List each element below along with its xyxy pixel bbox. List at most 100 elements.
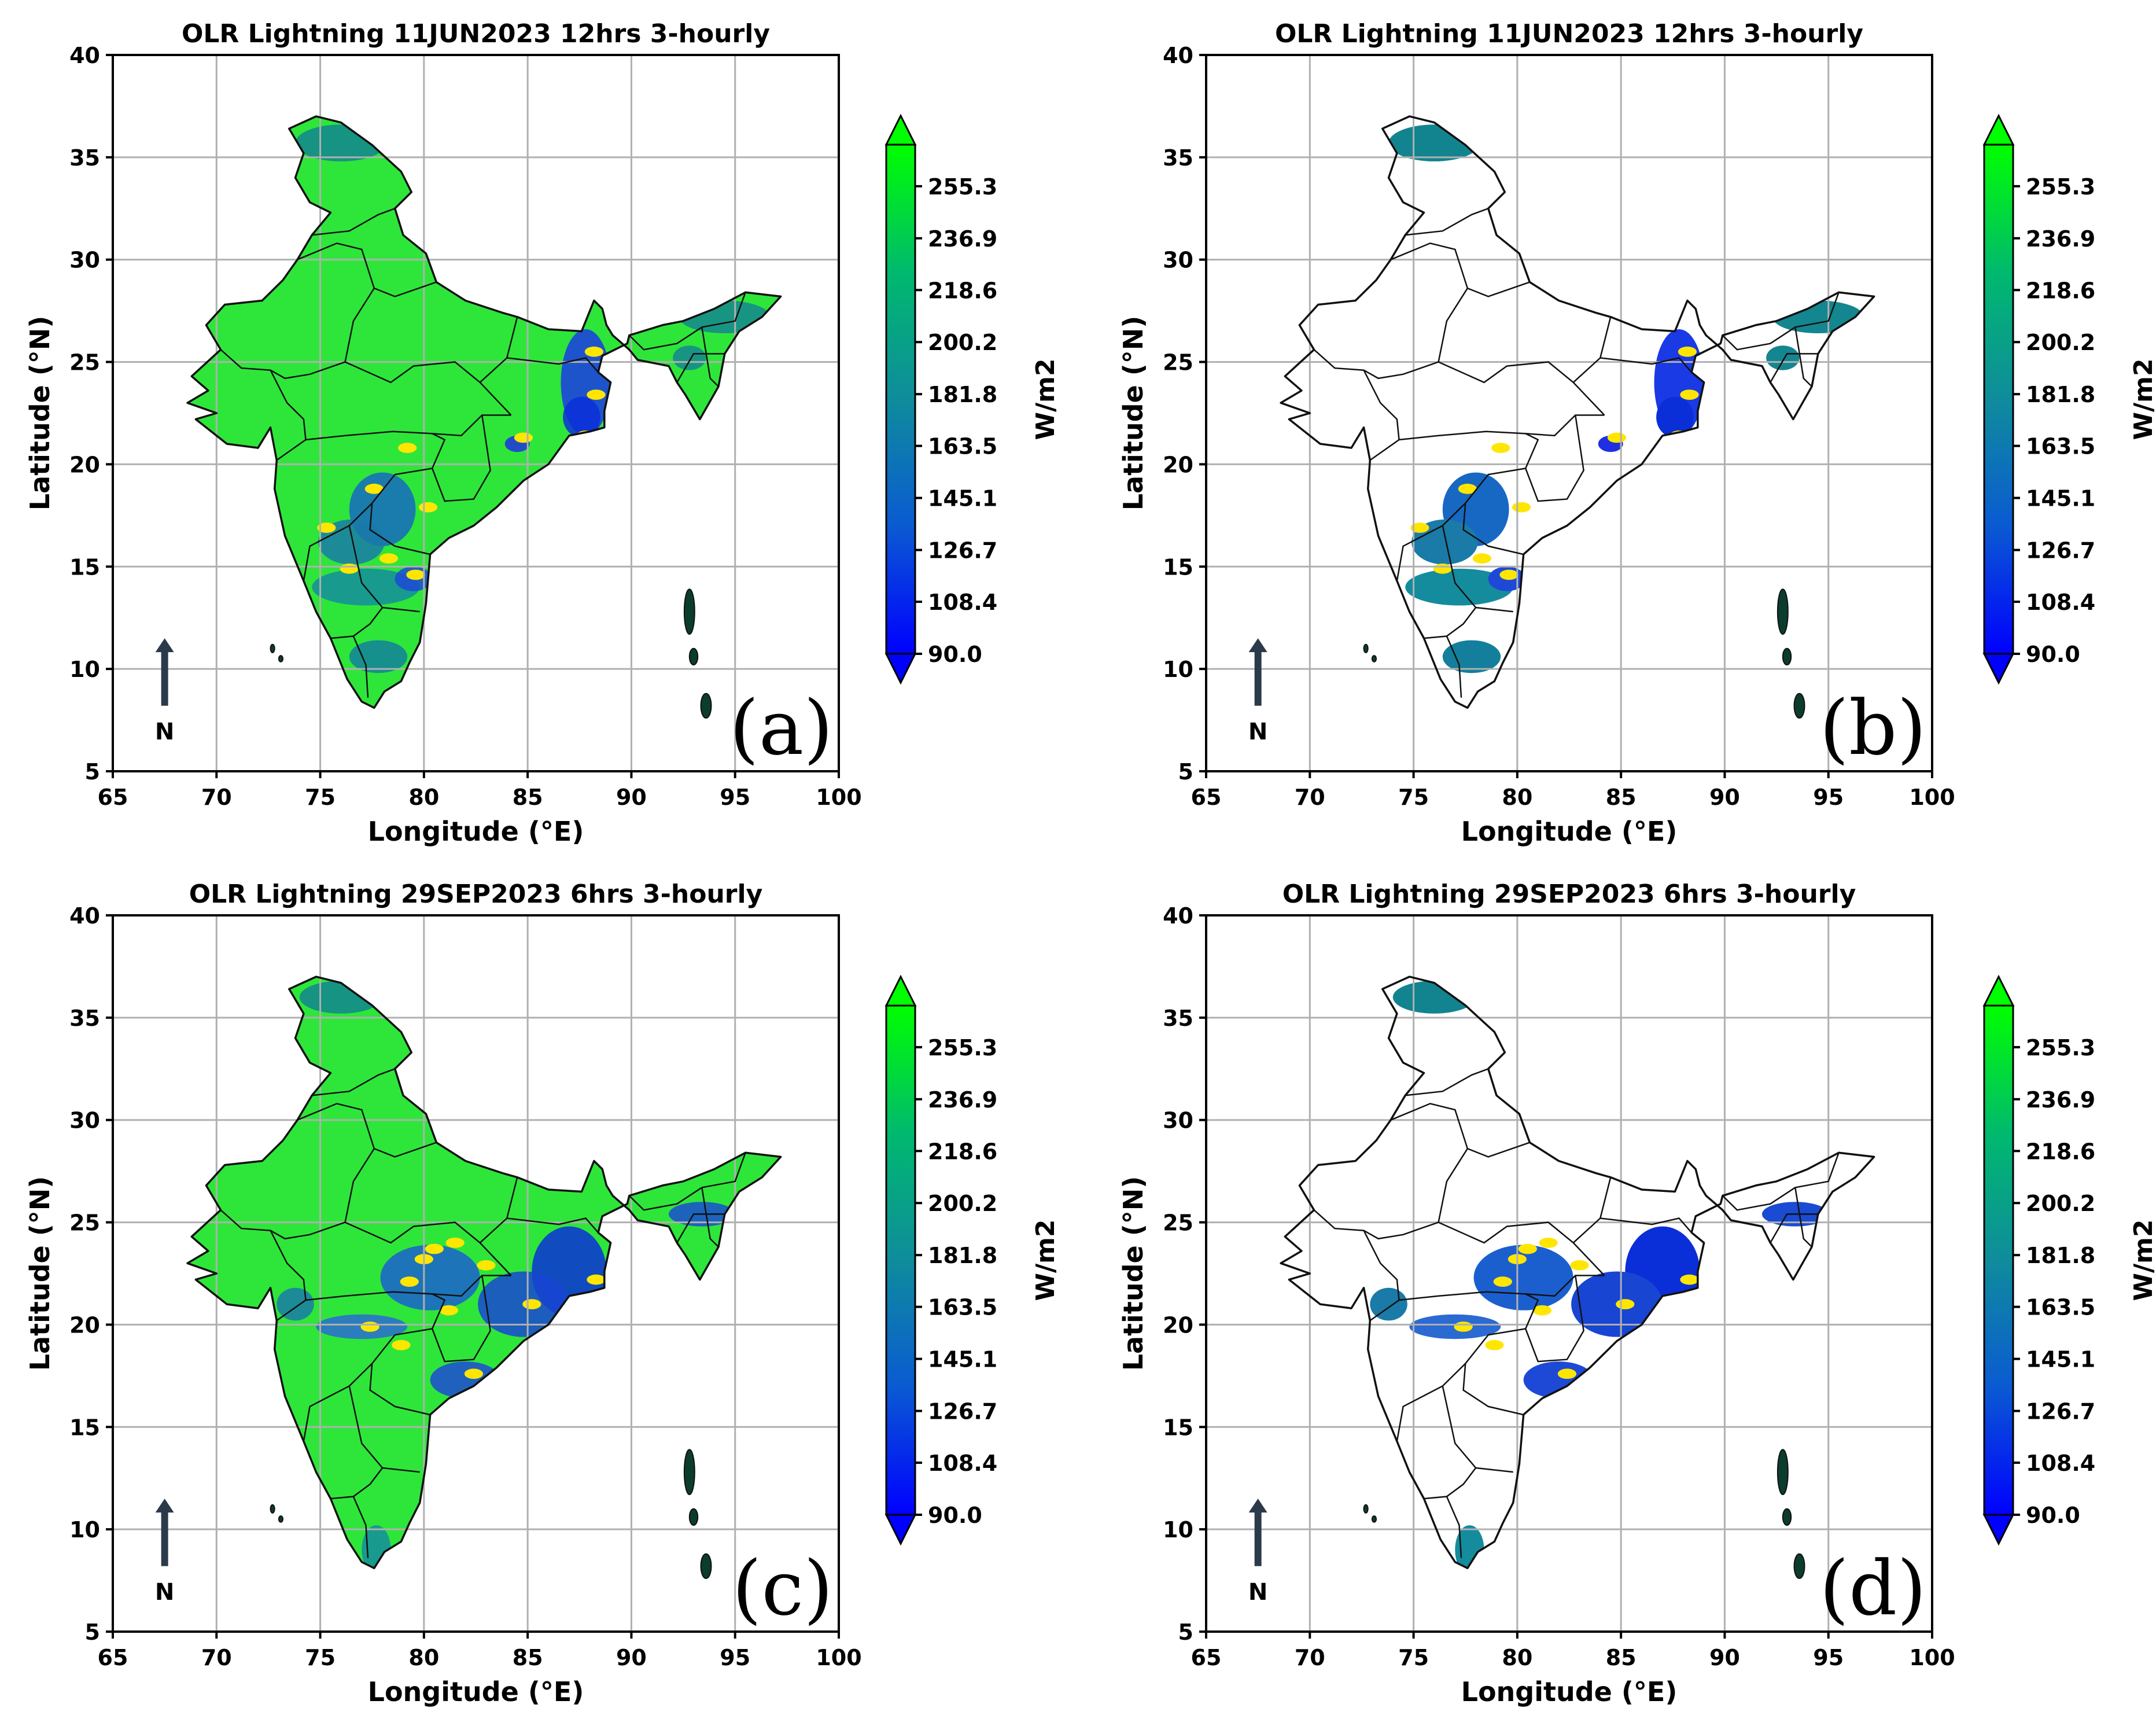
axes-frame	[1205, 914, 1933, 1633]
colorbar-tick-label: 200.2	[928, 1191, 997, 1216]
island	[700, 1553, 712, 1580]
north-label: N	[1248, 1579, 1267, 1606]
island	[1363, 643, 1369, 653]
colorbar-extend-min	[884, 1514, 917, 1546]
y-tick-label: 15	[1163, 1415, 1193, 1440]
panel-label: (a)	[729, 684, 833, 772]
state-boundary	[1572, 357, 1693, 383]
x-tick-label: 65	[1191, 1645, 1222, 1670]
lightning-mark	[464, 1368, 484, 1379]
state-boundary	[506, 316, 518, 358]
colorbar-tick-label: 181.8	[2026, 1243, 2095, 1268]
colorbar-tick-label: 163.5	[928, 434, 997, 459]
colorbar-tick-label: 108.4	[928, 1451, 997, 1476]
colorbar-extend-min	[1982, 1514, 2015, 1546]
low-olr-region	[1411, 519, 1478, 565]
lightning-mark	[587, 1274, 606, 1285]
x-tick-label: 75	[305, 785, 336, 810]
colorbar-tick-label: 145.1	[928, 1347, 997, 1372]
colorbar-tick-label: 163.5	[2026, 434, 2095, 459]
state-boundary	[345, 1221, 512, 1276]
india-border	[186, 976, 782, 1570]
panel-b: 65 70 75 80 85 90 95 100 5 10 15 20 25 30 35 40 OLR Ligh…	[1118, 19, 2156, 847]
panel-d: 65 70 75 80 85 90 95 100 5 10 15 20 25 30 35 40 OLR Ligh…	[1118, 879, 2156, 1707]
state-boundary	[1424, 1386, 1477, 1500]
india-border	[1280, 115, 1875, 709]
state-boundary	[1424, 525, 1477, 639]
low-olr-region	[318, 519, 385, 565]
state-boundary	[1396, 502, 1466, 581]
north-label: N	[155, 719, 174, 745]
x-tick-label: 65	[98, 785, 128, 810]
state-boundary	[1475, 1467, 1513, 1473]
y-tick-label: 15	[69, 1415, 100, 1440]
lightning-mark	[439, 1305, 459, 1316]
panel-a: 65 70 75 80 85 90 95 100 5 10 15 20 25 30 35 40 OLR Ligh…	[24, 19, 1060, 847]
state-boundary	[431, 415, 491, 502]
state-boundary	[297, 1103, 437, 1158]
state-boundary	[1313, 1148, 1468, 1240]
state-boundary	[676, 353, 725, 383]
lightning-mark	[1616, 1299, 1635, 1309]
y-axis-label: Latitude (°N)	[1118, 316, 1149, 511]
island	[1793, 1553, 1805, 1580]
colorbar-tick-label: 108.4	[2026, 1451, 2095, 1476]
x-tick-label: 95	[720, 1645, 750, 1670]
lightning-mark	[1458, 484, 1477, 494]
y-tick-label: 5	[85, 1619, 100, 1645]
low-olr-region	[1656, 396, 1694, 438]
lightning-mark	[1491, 443, 1510, 453]
y-tick-label: 30	[69, 248, 100, 273]
state-boundary	[1524, 415, 1584, 502]
colorbar-tick-label: 181.8	[928, 382, 997, 407]
y-tick-label: 35	[1163, 1006, 1193, 1031]
state-boundary	[352, 636, 369, 698]
y-tick-label: 40	[1163, 903, 1193, 929]
state-boundary	[676, 1213, 725, 1243]
lightning-mark	[1557, 1368, 1577, 1379]
lightning-mark	[1678, 347, 1697, 357]
india-border	[1280, 976, 1875, 1570]
x-tick-label: 90	[1709, 785, 1740, 810]
y-tick-label: 15	[1163, 554, 1193, 580]
lightning-mark	[1472, 553, 1492, 564]
state-boundary	[1722, 1152, 1840, 1211]
north-arrow-icon	[1248, 638, 1267, 653]
lightning-mark	[1493, 1276, 1512, 1287]
state-boundary	[1794, 327, 1812, 387]
island	[1371, 655, 1377, 662]
panel-label: (c)	[732, 1544, 833, 1632]
lightning-mark	[317, 522, 336, 533]
axes-frame	[112, 54, 840, 772]
panel-label: (d)	[1819, 1544, 1926, 1632]
state-boundary	[382, 1467, 420, 1473]
olr-field	[295, 124, 771, 673]
x-tick-label: 80	[408, 785, 439, 810]
state-boundary	[330, 525, 384, 639]
state-boundary	[1405, 208, 1489, 236]
india-border	[186, 115, 782, 709]
x-tick-label: 90	[616, 1645, 647, 1670]
island	[270, 643, 275, 653]
colorbar-tick-label: 255.3	[928, 1035, 997, 1061]
lightning-mark	[1680, 1274, 1699, 1285]
state-boundary	[1363, 1230, 1400, 1322]
y-tick-label: 20	[1163, 452, 1193, 477]
colorbar-extend-min	[884, 653, 917, 685]
colorbar-tick-label: 181.8	[2026, 382, 2095, 407]
colorbar-tick-label: 108.4	[2026, 590, 2095, 615]
plot-area	[1206, 55, 1932, 771]
state-boundary	[220, 1148, 375, 1240]
state-boundary	[628, 292, 746, 351]
state-boundary	[303, 502, 373, 581]
state-boundary	[1572, 1217, 1693, 1243]
y-tick-label: 40	[69, 903, 100, 929]
state-boundary	[352, 1496, 369, 1558]
lightning-mark	[425, 1243, 444, 1254]
y-axis-label: Latitude (°N)	[24, 316, 56, 511]
colorbar-extend-max	[884, 974, 917, 1007]
state-boundary	[1600, 1177, 1612, 1219]
state-boundary	[1363, 370, 1400, 461]
colorbar-tick-label: 145.1	[2026, 1347, 2095, 1372]
y-tick-label: 5	[1178, 759, 1193, 785]
